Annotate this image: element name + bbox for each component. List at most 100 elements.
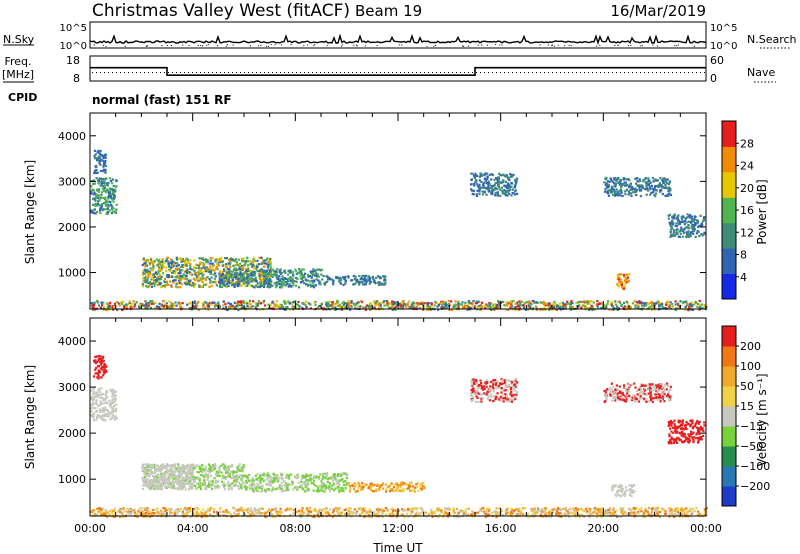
data-cell bbox=[349, 305, 352, 308]
data-cell bbox=[188, 483, 191, 486]
data-cell bbox=[94, 204, 97, 208]
data-cell bbox=[500, 181, 503, 184]
data-cell bbox=[151, 274, 154, 277]
freq-label: Freq. bbox=[4, 55, 31, 68]
data-cell bbox=[694, 222, 697, 225]
data-cell bbox=[165, 472, 168, 475]
data-cell bbox=[108, 177, 111, 180]
data-cell bbox=[314, 304, 317, 307]
data-cell bbox=[253, 482, 256, 485]
data-cell bbox=[197, 300, 200, 303]
data-cell bbox=[144, 471, 147, 474]
data-cell bbox=[630, 185, 633, 188]
data-cell bbox=[150, 482, 153, 485]
data-cell bbox=[261, 284, 264, 287]
data-cell bbox=[512, 173, 515, 177]
data-cell bbox=[198, 479, 201, 482]
data-cell bbox=[330, 278, 333, 281]
data-cell bbox=[218, 274, 221, 277]
data-cell bbox=[226, 272, 229, 275]
data-cell bbox=[307, 275, 310, 278]
data-cell bbox=[471, 303, 474, 306]
nsearch-dot bbox=[146, 45, 148, 47]
data-cell bbox=[221, 281, 224, 284]
data-cell bbox=[417, 482, 420, 485]
data-cell bbox=[388, 484, 391, 487]
data-cell bbox=[243, 280, 246, 283]
data-cell bbox=[497, 304, 500, 307]
data-cell bbox=[470, 189, 474, 192]
nave-dot bbox=[308, 72, 309, 73]
data-cell bbox=[347, 299, 350, 303]
data-cell bbox=[198, 267, 201, 270]
data-cell bbox=[196, 470, 199, 474]
data-cell bbox=[164, 477, 167, 480]
data-cell bbox=[200, 272, 203, 275]
data-cell bbox=[300, 478, 303, 481]
nave-dot bbox=[656, 72, 657, 73]
data-cell bbox=[179, 479, 182, 482]
data-cell bbox=[246, 256, 249, 259]
data-cell bbox=[111, 395, 114, 398]
data-cell bbox=[375, 489, 378, 492]
data-cell bbox=[643, 187, 646, 190]
nave-dot bbox=[144, 72, 145, 73]
data-cell bbox=[313, 479, 316, 482]
data-cell bbox=[505, 174, 508, 177]
colorbar-tick-label: 12 bbox=[740, 226, 754, 239]
data-cell bbox=[510, 181, 513, 185]
data-cell bbox=[507, 176, 510, 179]
data-cell bbox=[440, 300, 443, 303]
data-cell bbox=[398, 484, 401, 487]
nave-dot bbox=[368, 72, 369, 73]
data-cell bbox=[357, 301, 360, 304]
data-cell bbox=[277, 280, 281, 283]
nsearch-dot bbox=[376, 44, 378, 46]
data-cell bbox=[171, 479, 174, 482]
nsearch-dot bbox=[486, 44, 488, 46]
data-cell bbox=[246, 276, 249, 279]
data-cell bbox=[305, 283, 308, 286]
data-cell bbox=[266, 266, 269, 269]
data-cell bbox=[353, 489, 357, 492]
data-cell bbox=[328, 476, 331, 480]
data-cell bbox=[617, 192, 621, 195]
data-cell bbox=[221, 260, 224, 263]
data-cell bbox=[100, 415, 103, 418]
data-cell bbox=[163, 277, 166, 281]
data-cell bbox=[569, 308, 572, 311]
data-cell bbox=[325, 473, 328, 476]
data-cell bbox=[195, 303, 198, 306]
data-cell bbox=[141, 283, 144, 286]
data-cell bbox=[650, 191, 653, 194]
data-cell bbox=[474, 181, 477, 184]
data-cell bbox=[170, 465, 173, 468]
data-cell bbox=[478, 192, 481, 196]
data-cell bbox=[193, 265, 196, 268]
nave-dot bbox=[696, 72, 697, 73]
data-cell bbox=[110, 406, 113, 409]
data-cell bbox=[169, 482, 172, 485]
data-cell bbox=[286, 283, 289, 286]
data-cell bbox=[105, 211, 109, 214]
data-cell bbox=[144, 300, 147, 303]
data-cell bbox=[253, 256, 256, 259]
nave-dot bbox=[460, 72, 461, 73]
data-cell bbox=[672, 215, 675, 218]
data-cell bbox=[182, 273, 185, 276]
data-cell bbox=[690, 304, 693, 307]
data-cell bbox=[240, 478, 243, 482]
data-cell bbox=[473, 184, 476, 187]
data-cell bbox=[201, 285, 204, 288]
data-cell bbox=[485, 303, 488, 306]
data-cell bbox=[681, 235, 684, 238]
data-cell bbox=[103, 160, 106, 164]
data-cell bbox=[337, 486, 340, 489]
data-cell bbox=[349, 487, 352, 490]
data-cell bbox=[440, 302, 443, 305]
data-cell bbox=[92, 179, 96, 182]
data-cell bbox=[112, 207, 115, 210]
data-cell bbox=[239, 477, 242, 480]
data-cell bbox=[284, 306, 287, 309]
data-cell bbox=[300, 271, 303, 274]
